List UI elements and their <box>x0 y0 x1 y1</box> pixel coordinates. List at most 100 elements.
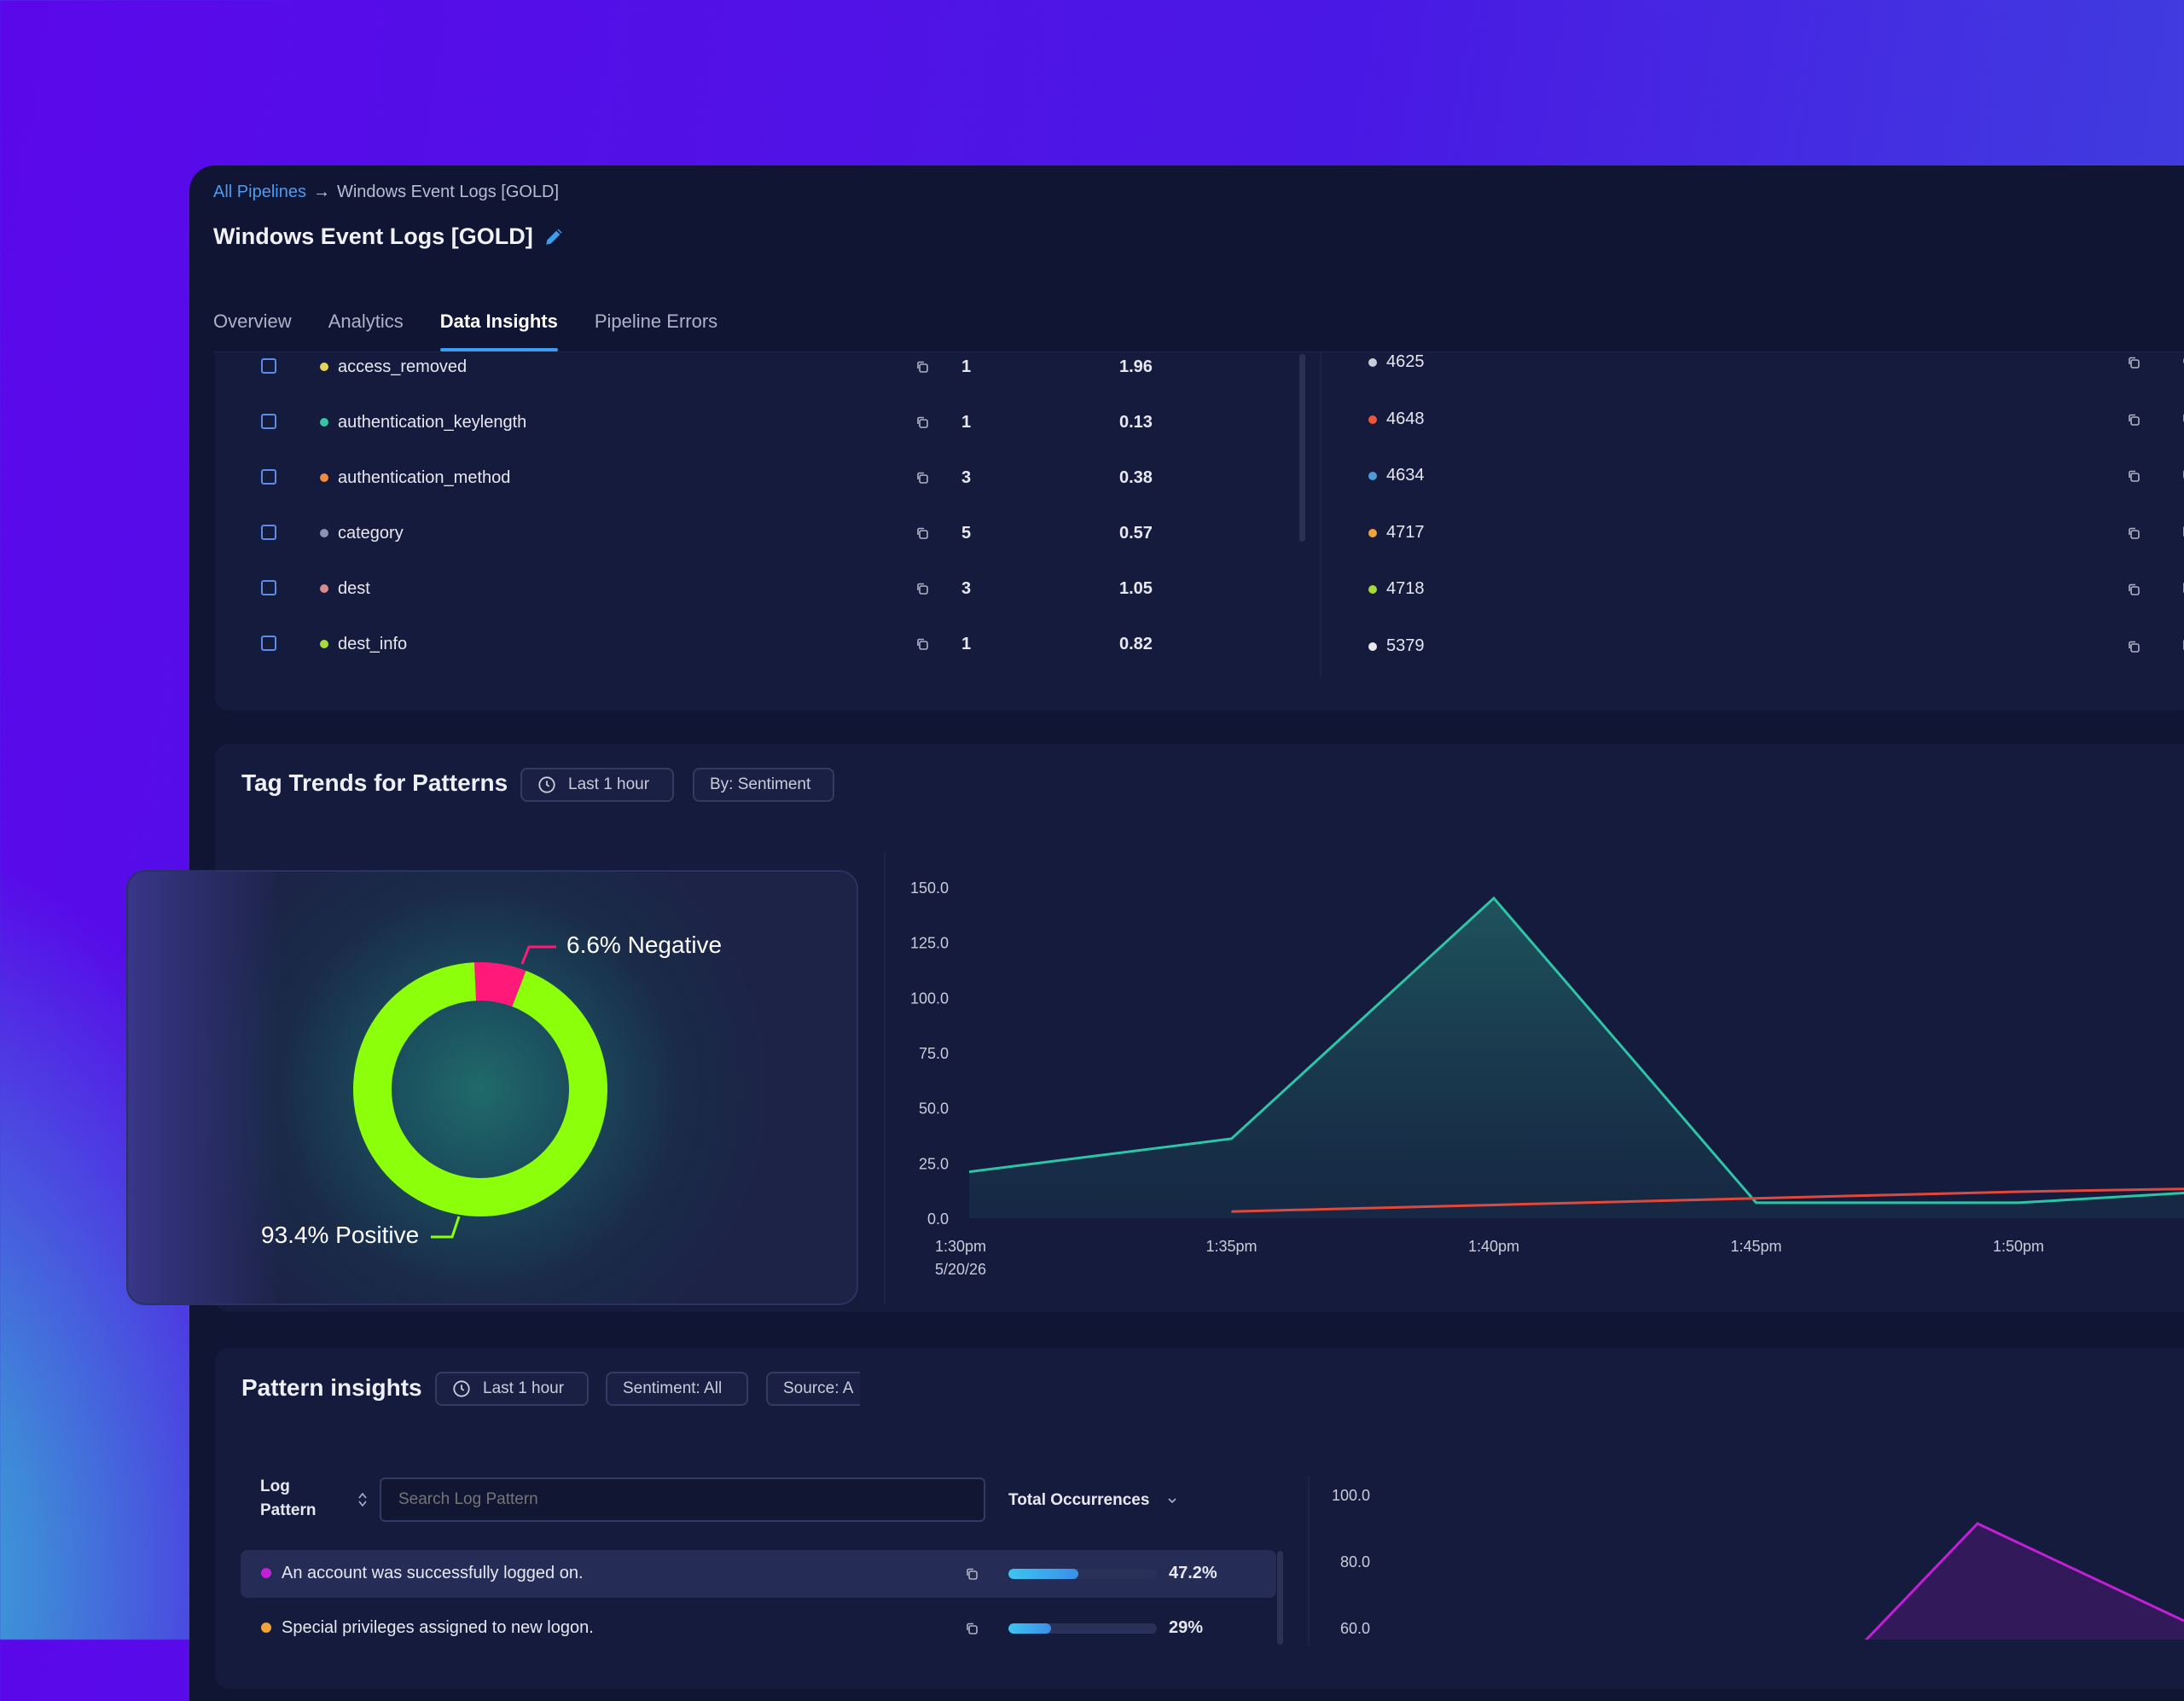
pattern-color-dot <box>261 1623 271 1633</box>
pattern-percent: 29% <box>1169 1618 1203 1638</box>
field-name: dest <box>338 579 370 599</box>
source-filter-label: Source: A <box>783 1379 853 1398</box>
copy-icon[interactable] <box>915 581 930 596</box>
field-count: 3 <box>961 468 971 488</box>
y-tick-label: 50.0 <box>919 1100 949 1118</box>
pattern-occurrence-fill <box>1008 1623 1051 1634</box>
copy-icon[interactable] <box>915 470 930 485</box>
col-log-pattern[interactable]: Log Pattern <box>260 1475 328 1523</box>
event-id: 4625 <box>1386 352 1425 372</box>
pattern-row[interactable]: An account was successfully logged on.47… <box>241 1550 1276 1598</box>
field-color-dot <box>320 473 328 482</box>
field-checkbox[interactable] <box>261 580 276 595</box>
edit-pencil-icon[interactable] <box>543 225 566 247</box>
copy-icon[interactable] <box>2126 582 2141 597</box>
field-checkbox[interactable] <box>261 636 276 651</box>
breadcrumb-current: Windows Event Logs [GOLD] <box>337 183 559 201</box>
copy-icon[interactable] <box>915 636 930 652</box>
pattern-time-filter[interactable]: Last 1 hour <box>435 1372 589 1406</box>
donut-label-positive: 93.4% Positive <box>261 1222 419 1249</box>
search-log-pattern-input[interactable] <box>380 1477 985 1522</box>
field-row[interactable]: authentication_method 3 0.38 <box>215 454 1486 508</box>
pattern-insights-title: Pattern insights <box>241 1374 422 1402</box>
chevron-down-icon[interactable] <box>1167 1495 1177 1506</box>
copy-icon[interactable] <box>915 525 930 541</box>
copy-icon[interactable] <box>964 1566 979 1582</box>
field-row[interactable]: category 5 0.57 <box>215 509 1486 564</box>
chart-divider <box>884 851 886 1303</box>
sort-updown-icon[interactable] <box>357 1491 368 1508</box>
sentiment-filter[interactable]: Sentiment: All <box>606 1372 748 1406</box>
pattern-row[interactable]: Special privileges assigned to new logon… <box>241 1605 1276 1652</box>
tag-trends-time-filter[interactable]: Last 1 hour <box>520 768 674 802</box>
field-name: category <box>338 524 404 543</box>
event-color-dot <box>1368 642 1377 651</box>
event-id-row[interactable]: 5379 <box>1320 623 2184 679</box>
event-id-row[interactable]: 4648 <box>1320 396 2184 452</box>
event-color-dot <box>1368 472 1377 480</box>
breadcrumb-root-link[interactable]: All Pipelines <box>213 183 306 201</box>
copy-icon[interactable] <box>915 359 930 374</box>
sentiment-donut-card: 6.6% Negative 93.4% Positive <box>126 870 858 1305</box>
y-tick-label: 100.0 <box>1332 1487 1370 1504</box>
field-value: 0.38 <box>1119 468 1153 488</box>
event-id-row[interactable]: 4717 <box>1320 509 2184 566</box>
x-date-label: 5/20/26 <box>935 1261 986 1278</box>
field-name: authentication_method <box>338 468 510 488</box>
pattern-text: Special privileges assigned to new logon… <box>282 1618 594 1638</box>
event-color-dot <box>1368 529 1377 537</box>
tag-trends-title: Tag Trends for Patterns <box>241 769 508 797</box>
field-checkbox[interactable] <box>261 469 276 485</box>
y-tick-label: 75.0 <box>919 1045 949 1062</box>
pattern-scrollbar[interactable] <box>1277 1551 1283 1645</box>
field-count: 5 <box>961 524 971 543</box>
pattern-occurrence-bar <box>1008 1623 1157 1634</box>
field-value: 0.57 <box>1119 524 1153 543</box>
field-value: 0.13 <box>1119 413 1153 433</box>
x-tick-label: 1:50pm <box>1993 1238 2044 1255</box>
group-filter-label: By: Sentiment <box>710 775 810 794</box>
x-tick-label: 1:45pm <box>1730 1238 1781 1255</box>
col-total-occurrences[interactable]: Total Occurrences <box>1008 1489 1149 1512</box>
pattern-occurrence-bar <box>1008 1569 1157 1579</box>
field-checkbox[interactable] <box>261 525 276 540</box>
y-tick-label: 60.0 <box>1340 1620 1370 1637</box>
copy-icon[interactable] <box>2126 639 2141 654</box>
event-id-row[interactable]: 4625 <box>1320 339 2184 395</box>
field-checkbox[interactable] <box>261 358 276 374</box>
field-checkbox[interactable] <box>261 414 276 429</box>
event-color-dot <box>1368 358 1377 367</box>
x-tick-label: 1:40pm <box>1468 1238 1519 1255</box>
pattern-trend-chart: 100.080.060.0 <box>1314 1476 2184 1640</box>
copy-icon[interactable] <box>2126 468 2141 484</box>
pattern-percent: 47.2% <box>1169 1564 1217 1583</box>
pattern-occurrence-fill <box>1008 1569 1078 1579</box>
field-name: dest_info <box>338 635 407 654</box>
time-filter-label: Last 1 hour <box>568 775 649 794</box>
event-id-row[interactable]: 4634 <box>1320 452 2184 508</box>
series-area <box>969 898 2184 1218</box>
pattern-chart-divider <box>1308 1476 1310 1646</box>
event-id-row[interactable]: 4718 <box>1320 566 2184 622</box>
tag-trends-group-filter[interactable]: By: Sentiment <box>693 768 834 802</box>
copy-icon[interactable] <box>915 415 930 430</box>
sentiment-donut-chart <box>128 872 858 1305</box>
field-color-dot <box>320 529 328 537</box>
copy-icon[interactable] <box>2126 412 2141 427</box>
field-color-dot <box>320 584 328 593</box>
field-color-dot <box>320 363 328 371</box>
y-tick-label: 125.0 <box>910 935 949 952</box>
donut-leader-negative <box>522 947 556 964</box>
field-count: 3 <box>961 579 971 599</box>
source-filter[interactable]: Source: A <box>766 1372 860 1406</box>
copy-icon[interactable] <box>964 1621 979 1636</box>
clock-icon <box>537 775 556 794</box>
field-count: 1 <box>961 357 971 377</box>
copy-icon[interactable] <box>2126 525 2141 541</box>
copy-icon[interactable] <box>2126 355 2141 370</box>
